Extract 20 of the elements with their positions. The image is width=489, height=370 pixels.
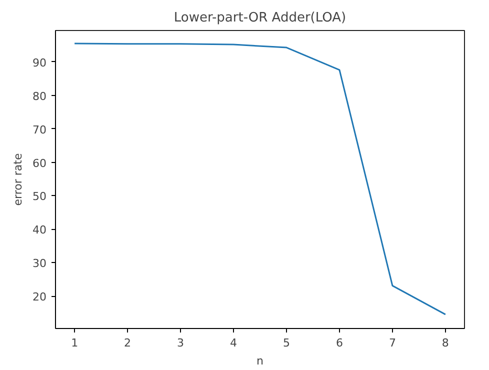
chart-title: Lower-part-OR Adder(LOA) <box>174 10 346 26</box>
y-tick-label: 20 <box>32 290 47 304</box>
x-tick-label: 5 <box>282 336 290 350</box>
x-tick-label: 2 <box>124 336 132 350</box>
x-tick-label: 1 <box>71 336 78 350</box>
y-tick-label: 40 <box>32 224 47 237</box>
y-tick-label: 80 <box>32 90 47 103</box>
x-tick-label: 3 <box>177 336 184 350</box>
x-tick-label: 4 <box>230 336 238 350</box>
x-tick-label: 6 <box>336 336 343 350</box>
y-tick-label: 60 <box>32 156 47 170</box>
y-tick-label: 50 <box>32 190 47 204</box>
y-tick-label: 30 <box>32 257 47 270</box>
y-tick-label: 70 <box>32 123 47 136</box>
x-tick-label: 8 <box>442 336 449 350</box>
y-axis-title: error rate <box>12 153 25 206</box>
x-tick-label: 7 <box>388 336 396 350</box>
line-series <box>74 42 446 316</box>
y-tick-label: 90 <box>32 56 47 70</box>
x-axis-title: n <box>256 354 264 368</box>
